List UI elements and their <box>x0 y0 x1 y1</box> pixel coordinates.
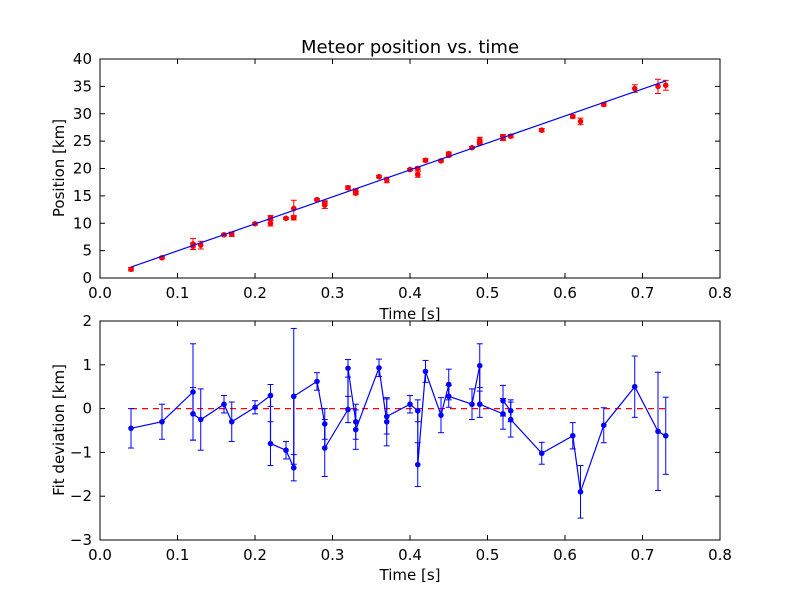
deviation-chart: 0.0 0.1 0.2 0.3 0.4 0.5 0.6 0.7 0.8 −3 −2 −1 0 1 2 Tim… <box>50 312 732 584</box>
data-point <box>469 401 475 408</box>
data-point <box>267 220 274 227</box>
data-point <box>290 464 297 471</box>
data-point <box>376 173 382 180</box>
data-point <box>631 85 638 92</box>
data-point <box>422 368 429 375</box>
data-point <box>445 393 452 400</box>
data-point <box>228 418 235 425</box>
x-tick-label: 0.3 <box>321 546 345 564</box>
data-point <box>414 171 421 178</box>
y-tick-label: 30 <box>73 105 92 123</box>
data-point <box>662 82 669 89</box>
fit-line <box>130 80 666 268</box>
y-tick-label: 35 <box>73 77 92 95</box>
data-point <box>290 393 297 400</box>
x-axis-label: Time [s] <box>379 305 441 323</box>
data-point <box>345 365 351 372</box>
x-tick-label: 0.6 <box>553 546 577 564</box>
x-tick-label: 0.2 <box>243 546 267 564</box>
position-chart: Meteor position vs. time 0.0 0.1 0.2 0.3 0.4… <box>50 37 732 323</box>
y-tick-label: 5 <box>82 242 92 260</box>
chart-title: Meteor position vs. time <box>301 37 519 58</box>
data-point <box>345 184 351 191</box>
x-tick-label: 0.2 <box>243 284 267 302</box>
data-point <box>507 416 514 423</box>
data-point <box>538 127 545 133</box>
plot-area-bottom: 0.0 0.1 0.2 0.3 0.4 0.5 0.6 0.7 0.8 −3 −2 −1 0 1 2 <box>70 312 732 564</box>
data-point <box>407 401 413 408</box>
data-point <box>283 447 289 454</box>
data-point <box>267 392 274 399</box>
data-point <box>190 411 196 417</box>
y-tick-label: 40 <box>73 50 92 68</box>
y-tick-label: 1 <box>82 356 92 374</box>
data-point <box>577 489 584 495</box>
data-point <box>352 426 359 433</box>
data-point <box>500 397 506 404</box>
data-point <box>414 407 421 414</box>
y-tick-label: −2 <box>70 487 92 505</box>
x-tick-label: 0.5 <box>476 284 500 302</box>
data-point <box>438 412 444 418</box>
x-tick-label: 0.0 <box>88 284 112 302</box>
y-axis-label: Fit deviation [km] <box>50 364 68 496</box>
data-point <box>376 365 382 371</box>
data-point <box>352 190 359 196</box>
y-tick-label: −3 <box>70 531 92 549</box>
data-point <box>600 422 607 429</box>
data-point <box>321 445 328 451</box>
data-point <box>345 406 351 413</box>
axes-frame <box>99 58 721 279</box>
x-axis-label: Time [s] <box>379 566 441 584</box>
data-point <box>538 450 545 457</box>
data-point <box>128 425 134 432</box>
x-tick-label: 0.5 <box>476 546 500 564</box>
data-point <box>128 266 134 273</box>
y-axis-label: Position [km] <box>50 119 68 217</box>
data-point <box>383 413 390 420</box>
data-point <box>631 383 638 390</box>
data-point <box>197 416 204 423</box>
x-tick-label: 0.6 <box>553 284 577 302</box>
data-point <box>476 362 483 369</box>
x-tick-label: 0.8 <box>708 546 732 564</box>
y-tick-label: −1 <box>70 443 92 461</box>
x-tick-label: 0.7 <box>631 284 655 302</box>
x-tick-label: 0.4 <box>398 546 422 564</box>
data-point <box>476 401 483 408</box>
data-point <box>569 432 576 439</box>
y-tick-label: 0 <box>82 269 92 287</box>
data-point <box>577 118 584 125</box>
y-tick-label: 0 <box>82 400 92 418</box>
data-point <box>321 202 328 208</box>
x-tick-label: 0.3 <box>321 284 345 302</box>
x-tick-label: 0.0 <box>88 546 112 564</box>
axes-frame <box>99 320 721 541</box>
x-tick-label: 0.1 <box>166 284 190 302</box>
y-tick-label: 10 <box>73 214 92 232</box>
data-point <box>655 428 661 435</box>
x-tick-label: 0.4 <box>398 284 422 302</box>
y-tick-label: 2 <box>82 312 92 330</box>
data-point <box>662 432 669 439</box>
y-tick-label: 20 <box>73 160 92 178</box>
y-tick-label: 25 <box>73 132 92 150</box>
data-point <box>414 461 421 468</box>
data-point <box>267 440 274 447</box>
x-tick-label: 0.1 <box>166 546 190 564</box>
plot-area-top: 0.0 0.1 0.2 0.3 0.4 0.5 0.6 0.7 0.8 0 5 10 15 20 25 30 3… <box>73 50 732 302</box>
y-tick-label: 15 <box>73 187 92 205</box>
data-point <box>422 157 429 164</box>
x-tick-label: 0.8 <box>708 284 732 302</box>
data-point <box>569 113 576 120</box>
data-point <box>159 418 165 425</box>
data-point <box>283 215 289 222</box>
data-point <box>314 378 320 385</box>
data-point <box>221 401 227 408</box>
data-point <box>252 404 258 411</box>
x-tick-label: 0.7 <box>631 546 655 564</box>
